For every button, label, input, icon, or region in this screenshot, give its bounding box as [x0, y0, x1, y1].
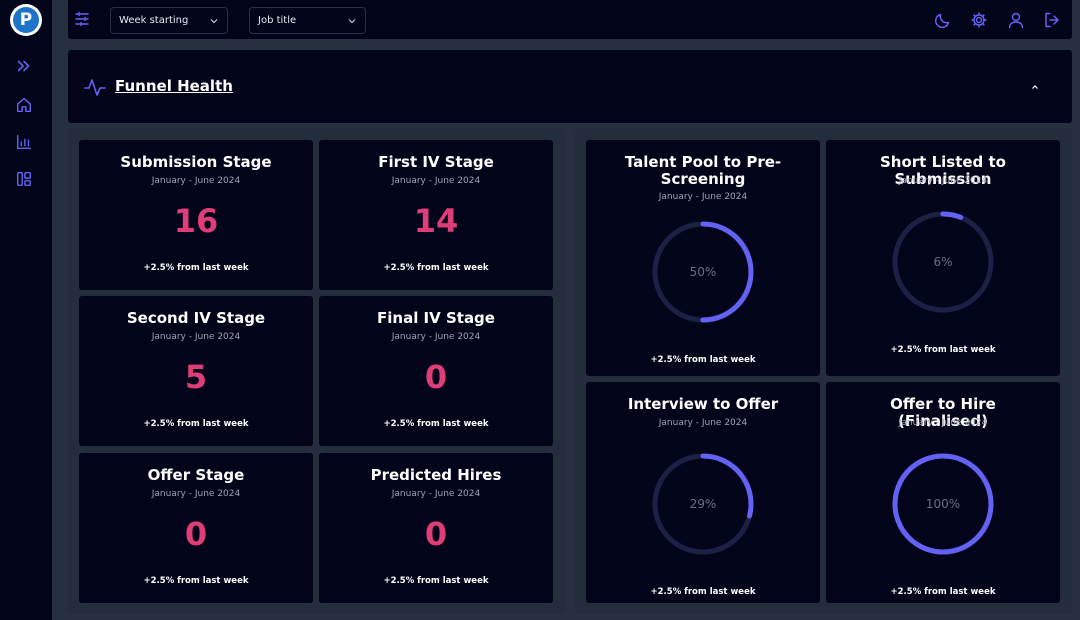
conversion-title: Interview to Offer: [627, 395, 779, 413]
conversion-period: January - June 2024: [898, 176, 988, 186]
stage-card: First IV Stage January - June 2024 14 +2.5%…: [319, 140, 553, 290]
job-title-value: Job title: [258, 15, 297, 26]
conversion-percent: 100%: [925, 497, 961, 511]
job-title-select[interactable]: Job title: [249, 7, 366, 34]
stage-period: January - June 2024: [151, 489, 241, 499]
stage-card: Final IV Stage January - June 2024 0 +2.5% …: [319, 296, 553, 446]
ring-progress: [892, 453, 994, 555]
stage-card: Submission Stage January - June 2024 16 +2.…: [79, 140, 313, 290]
conversion-title: Talent Pool to Pre-Screening: [624, 153, 782, 188]
conversion-delta: +2.5% from last week: [650, 587, 756, 597]
stage-value: 5: [184, 358, 208, 396]
logout-icon[interactable]: [1043, 11, 1061, 29]
stage-delta: +2.5% from last week: [143, 576, 249, 586]
stage-delta: +2.5% from last week: [143, 419, 249, 429]
stage-card: Predicted Hires January - June 2024 0 +2.5%…: [319, 453, 553, 603]
stage-delta: +2.5% from last week: [383, 576, 489, 586]
progress-ring: 6%: [890, 209, 996, 315]
stage-value: 0: [424, 515, 448, 553]
conversion-delta: +2.5% from last week: [890, 345, 996, 355]
stage-value: 0: [424, 358, 448, 396]
logo-letter: P: [13, 7, 39, 33]
sidebar: P: [0, 0, 52, 620]
conversion-rates-panel: Talent Pool to Pre-Screening January - Ju…: [575, 128, 1072, 614]
dashboard-layout-icon[interactable]: [14, 169, 34, 189]
conversion-delta: +2.5% from last week: [890, 587, 996, 597]
chevron-down-icon: [348, 19, 356, 24]
stage-period: January - June 2024: [391, 176, 481, 186]
stage-delta: +2.5% from last week: [383, 419, 489, 429]
chevron-down-icon: [210, 19, 218, 24]
stage-title: Offer Stage: [147, 466, 245, 484]
stage-card: Second IV Stage January - June 2024 5 +2.5%…: [79, 296, 313, 446]
conversion-card: Offer to Hire (Finalised) January - June …: [826, 382, 1060, 603]
stage-title: Submission Stage: [120, 153, 272, 171]
conversion-period: January - June 2024: [658, 192, 748, 202]
stage-counts-panel: Submission Stage January - June 2024 16 +2.…: [68, 128, 565, 614]
conversion-title: Offer to Hire (Finalised): [890, 395, 996, 430]
conversion-card: Short Listed to Submission January - June…: [826, 140, 1060, 376]
double-chevron-right-icon[interactable]: [14, 56, 34, 76]
conversion-card: Interview to Offer January - June 2024 29%…: [586, 382, 820, 603]
stage-period: January - June 2024: [391, 489, 481, 499]
stage-title: Final IV Stage: [377, 309, 495, 327]
pulse-icon: [84, 79, 106, 96]
stage-period: January - June 2024: [151, 176, 241, 186]
stage-value: 14: [413, 202, 459, 240]
conversion-title: Short Listed to Submission: [880, 153, 1006, 188]
stage-delta: +2.5% from last week: [383, 263, 489, 273]
conversion-period: January - June 2024: [898, 418, 988, 428]
conversion-percent: 29%: [689, 497, 717, 511]
stage-card: Offer Stage January - June 2024 0 +2.5% fro…: [79, 453, 313, 603]
week-starting-select[interactable]: Week starting: [110, 7, 228, 34]
ring-progress: [892, 211, 994, 313]
stage-value: 16: [173, 202, 219, 240]
progress-ring: 50%: [650, 219, 756, 325]
bar-chart-icon[interactable]: [14, 132, 34, 152]
stage-title: Predicted Hires: [370, 466, 502, 484]
conversion-card: Talent Pool to Pre-Screening January - Ju…: [586, 140, 820, 376]
ring-progress: [652, 453, 754, 555]
user-icon[interactable]: [1007, 11, 1025, 29]
stage-period: January - June 2024: [151, 332, 241, 342]
conversion-period: January - June 2024: [658, 418, 748, 428]
funnel-health-header: Funnel Health: [68, 50, 1072, 123]
filter-sliders-icon[interactable]: [74, 11, 90, 27]
chevron-up-icon[interactable]: [1030, 83, 1040, 91]
conversion-percent: 50%: [689, 265, 717, 279]
stage-title: Second IV Stage: [126, 309, 266, 327]
gear-icon[interactable]: [970, 11, 988, 29]
moon-icon[interactable]: [934, 11, 952, 29]
stage-period: January - June 2024: [391, 332, 481, 342]
conversion-percent: 6%: [933, 255, 953, 269]
home-icon[interactable]: [14, 95, 34, 115]
stage-title: First IV Stage: [378, 153, 494, 171]
top-bar: Week starting Job title: [68, 0, 1072, 39]
progress-ring: 29%: [650, 451, 756, 557]
ring-progress: [652, 221, 754, 323]
week-starting-value: Week starting: [119, 15, 189, 26]
conversion-delta: +2.5% from last week: [650, 355, 756, 365]
section-title[interactable]: Funnel Health: [115, 77, 233, 95]
stage-delta: +2.5% from last week: [143, 263, 249, 273]
progress-ring: 100%: [890, 451, 996, 557]
app-logo[interactable]: P: [10, 4, 42, 36]
stage-value: 0: [184, 515, 208, 553]
